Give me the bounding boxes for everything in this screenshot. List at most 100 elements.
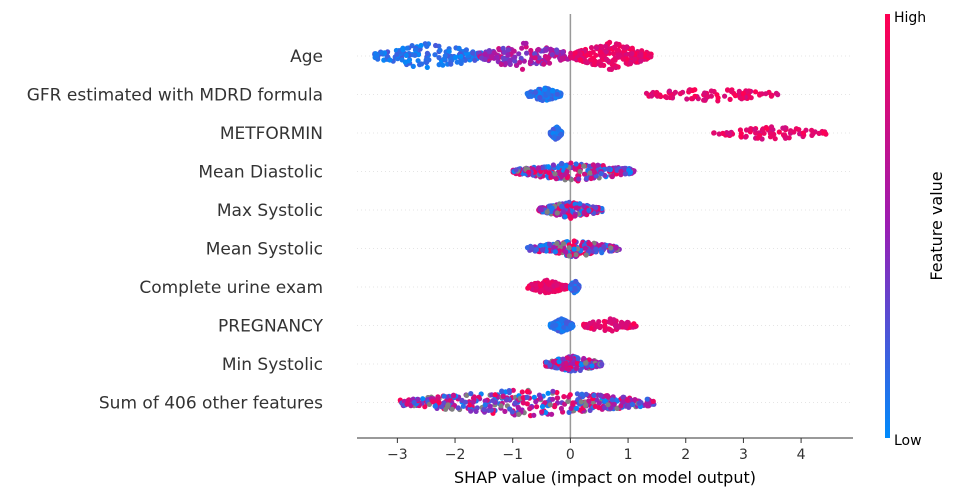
shap-point	[654, 89, 660, 96]
shap-point	[374, 52, 380, 58]
shap-point	[599, 250, 605, 256]
shap-point	[422, 404, 428, 410]
shap-point	[631, 321, 637, 327]
feature-label: Sum of 406 other features	[99, 394, 323, 414]
shap-point	[564, 355, 570, 361]
shap-point	[759, 91, 765, 97]
shap-point	[524, 401, 530, 407]
shap-point	[609, 397, 615, 403]
shap-point	[572, 50, 578, 56]
shap-point	[720, 130, 726, 136]
shap-point	[559, 160, 565, 167]
shap-point	[566, 366, 572, 372]
shap-point	[441, 400, 447, 406]
shap-point	[618, 168, 624, 175]
shap-point	[593, 205, 599, 211]
shap-point	[527, 406, 533, 412]
shap-point	[768, 124, 775, 130]
shap-point	[404, 45, 410, 51]
shap-point	[666, 88, 673, 94]
shap-point	[552, 365, 559, 371]
x-axis-title: SHAP value (impact on model output)	[454, 468, 756, 487]
shap-point	[728, 88, 735, 95]
shap-point	[500, 393, 506, 399]
shap-point	[589, 363, 595, 369]
shap-point	[549, 205, 555, 211]
shap-point	[412, 52, 418, 58]
shap-point	[506, 388, 512, 394]
shap-point	[526, 284, 532, 291]
shap-point	[622, 171, 628, 177]
shap-point	[602, 43, 609, 49]
shap-point	[573, 252, 579, 258]
shap-point	[426, 401, 432, 407]
shap-point	[609, 173, 615, 180]
shap-point	[543, 285, 549, 291]
shap-point	[543, 409, 549, 416]
shap-point	[737, 95, 743, 101]
feature-label: METFORMIN	[220, 124, 323, 144]
shap-point	[664, 94, 670, 101]
shap-point	[568, 281, 575, 287]
shap-point	[550, 396, 556, 402]
shap-point	[533, 89, 539, 95]
shap-point	[638, 52, 644, 58]
shap-point	[547, 402, 553, 408]
shap-point	[587, 320, 593, 326]
shap-point	[591, 169, 598, 175]
shap-point	[539, 404, 546, 410]
shap-point	[531, 412, 537, 418]
x-tick-label: −3	[387, 447, 408, 463]
shap-point	[436, 55, 442, 61]
shap-point	[596, 405, 602, 411]
shap-point	[505, 52, 511, 58]
shap-point	[551, 244, 557, 251]
shap-point	[562, 214, 568, 220]
shap-point	[444, 403, 451, 410]
shap-point	[415, 58, 421, 64]
shap-point	[611, 51, 617, 57]
shap-point	[566, 253, 572, 259]
shap-point	[614, 405, 620, 411]
shap-point	[609, 328, 615, 334]
shap-point	[560, 241, 567, 247]
shap-point	[573, 405, 580, 411]
shap-point	[459, 58, 465, 64]
shap-point	[550, 388, 556, 394]
shap-point	[424, 43, 430, 49]
shap-point	[732, 93, 739, 99]
shap-point	[458, 53, 464, 60]
shap-point	[379, 50, 385, 56]
shap-point	[738, 131, 744, 137]
shap-point	[555, 126, 561, 132]
shap-point	[411, 399, 417, 406]
shap-point	[752, 89, 759, 95]
shap-point	[563, 283, 569, 289]
shap-point	[575, 356, 581, 362]
shap-point	[602, 323, 608, 329]
shap-point	[482, 51, 488, 57]
shap-point	[524, 245, 531, 251]
shap-point	[549, 88, 556, 94]
shap-point	[573, 205, 579, 211]
x-tick-label: 1	[624, 447, 633, 463]
shap-point	[605, 402, 611, 408]
shap-point	[648, 93, 655, 99]
shap-point	[541, 61, 547, 67]
shap-point	[545, 164, 552, 170]
shap-point	[588, 175, 594, 182]
shap-point	[482, 402, 488, 408]
shap-point	[442, 53, 448, 59]
shap-point	[629, 51, 635, 57]
shap-point	[432, 52, 438, 58]
shap-point	[542, 86, 548, 92]
shap-point	[462, 399, 468, 405]
colorbar-low-label: Low	[894, 433, 922, 449]
shap-point	[578, 361, 584, 368]
shap-point	[565, 398, 571, 404]
shap-point	[512, 400, 518, 406]
shap-point	[596, 319, 602, 325]
shap-point	[546, 60, 553, 66]
shap-point	[755, 135, 761, 141]
shap-point	[533, 247, 540, 253]
